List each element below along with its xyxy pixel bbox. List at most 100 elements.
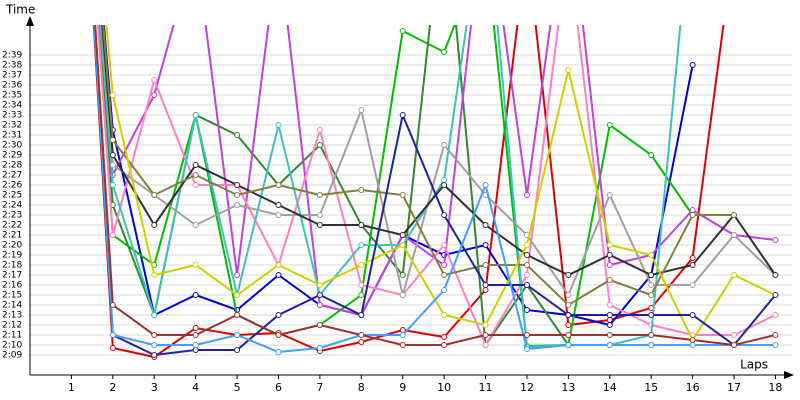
point: [192, 347, 199, 353]
point: [441, 242, 448, 248]
point: [234, 202, 241, 208]
point: [358, 312, 365, 318]
point: [689, 337, 696, 343]
point: [109, 332, 116, 338]
point: [358, 292, 365, 298]
point: [689, 207, 696, 213]
point: [441, 342, 448, 348]
point: [275, 349, 282, 355]
point: [234, 132, 241, 138]
point: [275, 262, 282, 268]
x-tick-label: 3: [151, 381, 158, 394]
point: [689, 62, 696, 68]
point: [606, 242, 613, 248]
point: [109, 232, 116, 238]
y-tick-label: 2:27: [2, 171, 22, 181]
point: [441, 49, 448, 55]
y-tick-label: 2:34: [2, 101, 22, 111]
point: [731, 212, 738, 218]
point: [399, 342, 406, 348]
y-tick-label: 2:39: [2, 51, 22, 61]
point: [523, 307, 530, 313]
point: [275, 212, 282, 218]
point: [606, 277, 613, 283]
point: [234, 292, 241, 298]
point: [772, 332, 779, 338]
point: [399, 112, 406, 118]
point: [441, 177, 448, 183]
y-tick-label: 2:11: [2, 331, 22, 341]
point: [648, 312, 655, 318]
point: [399, 292, 406, 298]
point: [482, 262, 489, 268]
point: [316, 222, 323, 228]
point: [109, 182, 116, 188]
point: [606, 122, 613, 128]
point: [565, 342, 572, 348]
point: [648, 332, 655, 338]
y-tick-label: 2:29: [2, 151, 22, 161]
point: [192, 182, 199, 188]
point: [441, 287, 448, 293]
point: [151, 77, 158, 83]
point: [234, 272, 241, 278]
point: [275, 122, 282, 128]
point: [275, 182, 282, 188]
y-tick-label: 2:30: [2, 141, 22, 151]
point: [358, 222, 365, 228]
y-tick-label: 2:14: [2, 301, 22, 311]
y-arrow: [26, 16, 34, 26]
y-tick-label: 2:18: [2, 261, 22, 271]
point: [109, 162, 116, 168]
point: [689, 262, 696, 268]
x-tick-label: 8: [358, 381, 365, 394]
point: [523, 282, 530, 288]
x-tick-label: 13: [561, 381, 575, 394]
point: [399, 192, 406, 198]
y-tick-label: 2:20: [2, 241, 22, 251]
point: [151, 342, 158, 348]
point: [192, 262, 199, 268]
point: [151, 192, 158, 198]
point: [358, 262, 365, 268]
point: [523, 346, 530, 352]
point: [358, 282, 365, 288]
y-tick-label: 2:16: [2, 281, 22, 291]
point: [523, 332, 530, 338]
point: [441, 182, 448, 188]
point: [234, 347, 241, 353]
point: [399, 28, 406, 34]
x-tick-label: 15: [644, 381, 658, 394]
point: [234, 312, 241, 318]
point: [275, 272, 282, 278]
y-tick-label: 2:09: [2, 351, 22, 361]
series-line: [93, 25, 777, 357]
point: [648, 292, 655, 298]
y-tick-label: 2:26: [2, 181, 22, 191]
point: [606, 332, 613, 338]
point: [192, 222, 199, 228]
point: [772, 237, 779, 243]
point: [399, 332, 406, 338]
point: [441, 262, 448, 268]
y-tick-label: 2:24: [2, 201, 22, 211]
x-tick-label: 6: [275, 381, 282, 394]
point: [441, 334, 448, 340]
point: [689, 282, 696, 288]
point: [109, 92, 116, 98]
x-tick-label: 14: [603, 381, 617, 394]
point: [482, 242, 489, 248]
point: [482, 222, 489, 228]
plot-area: [92, 25, 779, 360]
point: [151, 272, 158, 278]
point: [772, 272, 779, 278]
point: [606, 322, 613, 328]
point: [731, 332, 738, 338]
point: [316, 302, 323, 308]
point: [689, 255, 696, 261]
point: [441, 142, 448, 148]
point: [316, 345, 323, 351]
series-line: [93, 25, 776, 354]
point: [234, 192, 241, 198]
point: [523, 272, 530, 278]
